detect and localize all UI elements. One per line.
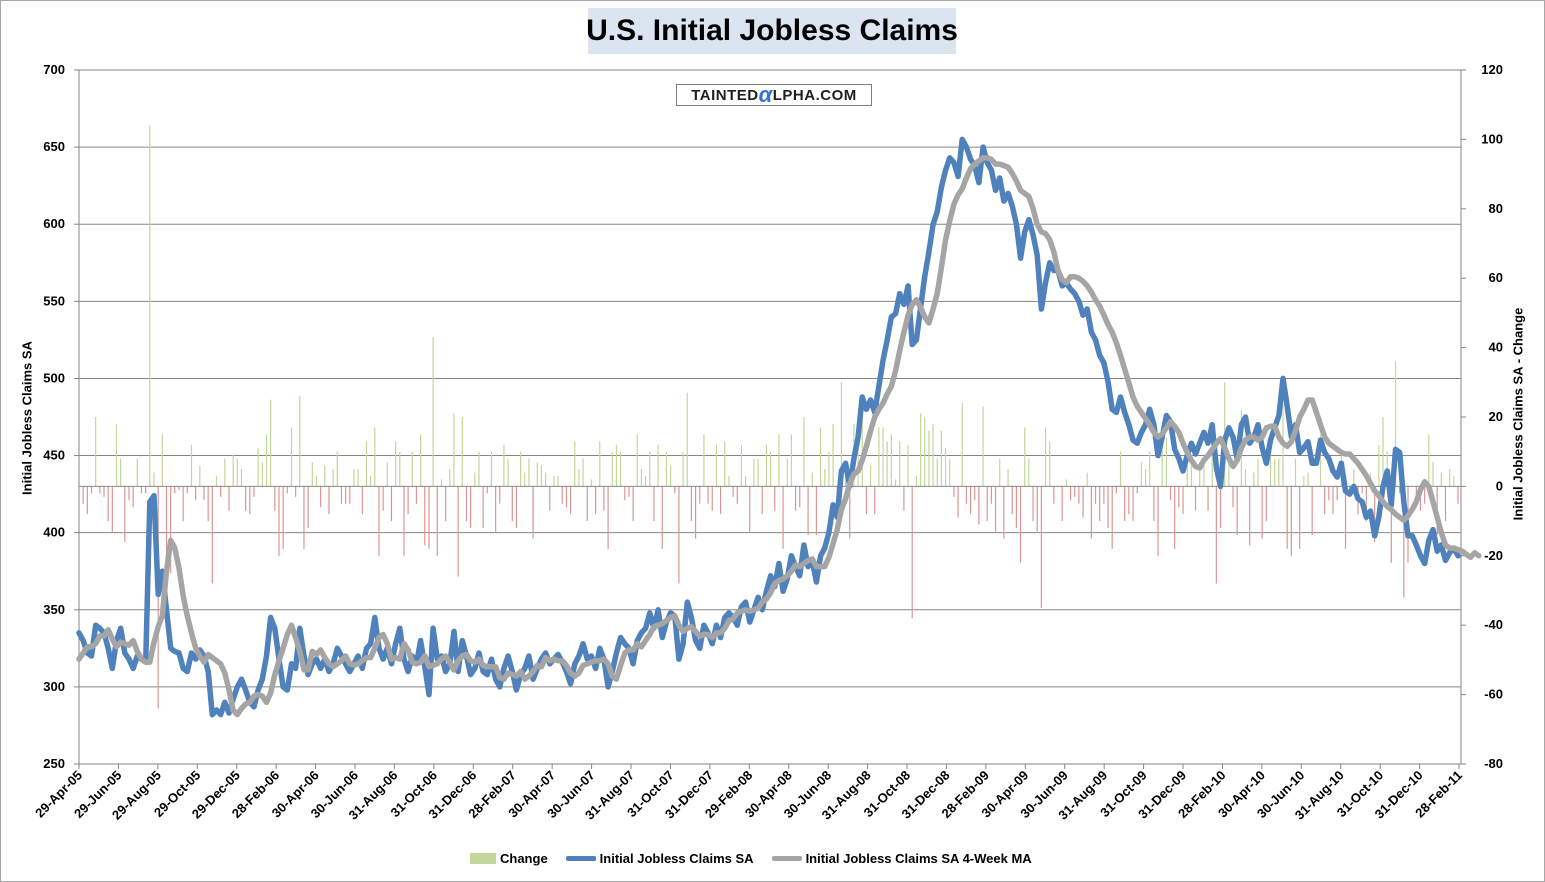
y-left-tick-label: 550 xyxy=(43,293,65,308)
watermark-logo: TAINTED α LPHA.COM xyxy=(676,84,872,106)
y-left-tick-label: 650 xyxy=(43,139,65,154)
chart-title: U.S. Initial Jobless Claims xyxy=(586,14,958,47)
y-right-tick-label: 0 xyxy=(1496,478,1503,493)
legend-swatch-change xyxy=(470,852,496,864)
y-left-tick-label: 300 xyxy=(43,679,65,694)
y-right-tick-label: -40 xyxy=(1484,617,1503,632)
chart-title-box: U.S. Initial Jobless Claims xyxy=(586,8,958,54)
y-right-tick-label: -20 xyxy=(1484,548,1503,563)
y-right-tick-label: 60 xyxy=(1489,270,1503,285)
y-left-tick-label: 400 xyxy=(43,525,65,540)
y-right-tick-label: 40 xyxy=(1489,340,1503,355)
legend-label-change: Change xyxy=(500,850,548,866)
watermark-text-pre: TAINTED xyxy=(691,86,759,104)
legend-label-claims: Initial Jobless Claims SA xyxy=(599,850,754,866)
legend-item-ma: Initial Jobless Claims SA 4-Week MA xyxy=(771,850,1032,866)
y-left-tick-label: 450 xyxy=(43,448,65,463)
legend-swatch-claims xyxy=(565,855,596,861)
y-axis-left-title: Initial Jobless Claims SA xyxy=(19,341,35,495)
y-right-tick-label: 120 xyxy=(1481,62,1503,77)
watermark-alpha-glyph: α xyxy=(758,82,773,107)
y-right-tick-label: 100 xyxy=(1481,131,1503,146)
y-right-tick-label: -60 xyxy=(1484,687,1503,702)
y-left-tick-label: 600 xyxy=(43,216,65,231)
y-left-tick-label: 500 xyxy=(43,370,65,385)
watermark-text-post: LPHA.COM xyxy=(772,86,857,104)
y-right-tick-label: -80 xyxy=(1484,756,1503,771)
y-left-tick-label: 700 xyxy=(43,62,65,77)
chart-legend: Change Initial Jobless Claims SA Initial… xyxy=(470,846,1032,870)
legend-swatch-ma xyxy=(771,855,802,861)
legend-label-ma: Initial Jobless Claims SA 4-Week MA xyxy=(805,850,1032,866)
y-left-tick-label: 250 xyxy=(43,756,65,771)
legend-item-claims: Initial Jobless Claims SA xyxy=(565,850,754,866)
legend-item-change: Change xyxy=(470,851,548,866)
series-line-claims-4wk-ma xyxy=(76,155,1482,718)
series-line-claims-sa xyxy=(76,136,1461,718)
y-right-tick-label: 20 xyxy=(1489,409,1503,424)
y-axis-right-title: Initial Jobless Claims SA - Change xyxy=(1510,307,1526,521)
y-left-tick-label: 350 xyxy=(43,602,65,617)
y-right-tick-label: 80 xyxy=(1489,201,1503,216)
